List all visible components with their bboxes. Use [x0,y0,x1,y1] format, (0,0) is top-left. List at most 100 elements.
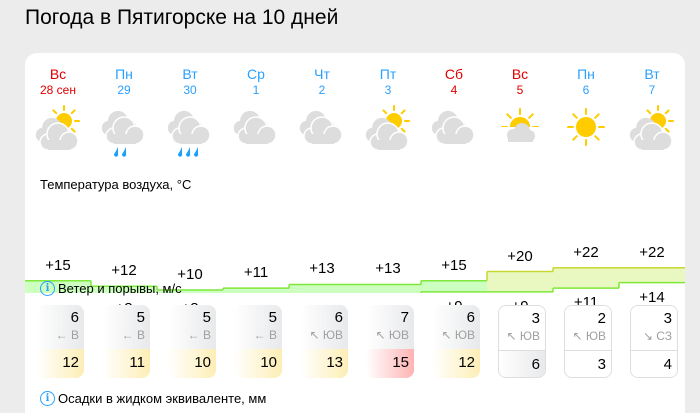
day-date: 7 [648,83,656,97]
wind-gust: 15 [392,354,409,371]
wind-direction: ↘ СЗ [642,329,672,343]
wind-card: 5 ← В 10 [168,305,216,378]
wind-gust-area: 6 [499,350,545,377]
day-of-week: Пт [379,66,397,82]
page-title: Погода в Пятигорске на 10 дней [25,6,339,29]
day-of-week: Вт [644,66,660,82]
wind-card: 2 ↖ ЮВ 3 [564,305,612,378]
wind-direction: ← В [253,328,277,342]
temperature-band-segment [553,267,619,289]
partly-cloudy-icon [363,105,413,161]
wind-gust-area: 3 [565,350,611,377]
wind-speed: 5 [268,309,277,326]
day-of-week: Вс [49,66,67,82]
temperature-band-chart [25,267,685,293]
temperature-band-segment [223,288,289,293]
wind-card: 3 ↘ СЗ 4 [630,305,678,378]
wind-card: 5 ← В 10 [234,305,282,378]
wind-speed: 7 [400,309,409,326]
max-temp-label: +12 [111,262,137,280]
max-temp-label: +11 [243,264,269,282]
wind-gust-area: 4 [631,350,677,377]
cloudy-icon [297,105,347,161]
wind-direction: ↖ ЮВ [506,329,540,343]
temperature-band-segment [91,286,157,293]
wind-gust: 11 [129,354,145,371]
wind-card: 6 ↖ ЮВ 13 [300,305,348,378]
info-icon[interactable]: i [40,391,55,406]
wind-gust-area: 10 [234,349,282,378]
precip-heading-text: Осадки в жидком эквиваленте, мм [58,391,267,406]
wind-gust: 3 [597,356,606,373]
cloudy-icon [231,105,281,161]
wind-speed: 5 [136,309,145,326]
temperature-band-segment [619,267,685,283]
wind-speed-area: 3 ↘ СЗ [631,306,677,350]
wind-speed-area: 5 ← В [234,305,282,349]
wind-speed-area: 5 ← В [102,305,150,349]
wind-speed: 6 [466,309,475,326]
wind-gust: 12 [458,354,475,371]
wind-speed-area: 2 ↖ ЮВ [565,306,611,350]
day-date: 29 [117,83,131,97]
wind-gust-area: 12 [36,349,84,378]
wind-gust: 13 [326,354,343,371]
day-of-week: Ср [247,66,265,82]
day-date: 6 [582,83,590,97]
wind-gust-area: 12 [432,349,480,378]
wind-gust: 6 [531,356,540,373]
day-date: 1 [252,83,260,97]
wind-speed: 2 [597,310,606,327]
partly-cloudy-icon [33,105,83,161]
max-temp-label: +13 [375,260,401,278]
wind-speed-area: 3 ↖ ЮВ [499,306,545,350]
mostly-sunny-icon [495,105,545,161]
day-date: 5 [516,83,524,97]
wind-speed: 5 [202,309,211,326]
wind-card: 6 ↖ ЮВ 12 [432,305,480,378]
wind-direction: ↖ ЮВ [375,328,409,342]
day-date: 30 [183,83,197,97]
wind-gust: 10 [194,354,211,371]
cloudy-rain-icon [165,105,215,161]
wind-speed: 3 [531,310,540,327]
partly-cloudy-icon [627,105,677,161]
wind-direction: ↖ ЮВ [441,328,475,342]
wind-gust-area: 13 [300,349,348,378]
forecast-card: Вс 28 сен Пн 29 Вт 30 Ср 1 Чт 2 Пт 3 Сб … [25,53,685,413]
sunny-icon [561,105,611,161]
max-temp-label: +10 [177,266,203,283]
temperature-band-segment [487,271,553,292]
wind-gust: 10 [260,354,277,371]
day-of-week: Чт [314,66,330,82]
max-temp-label: +22 [573,243,599,261]
wind-gust-area: 15 [366,349,414,378]
day-date: 28 сен [40,83,76,97]
wind-speed: 6 [334,309,343,326]
temperature-band-segment [157,290,223,293]
wind-speed: 6 [70,309,79,326]
wind-heading: i Ветер и порывы, м/с [40,281,182,296]
max-temp-label: +15 [441,256,467,274]
info-icon[interactable]: i [40,281,55,296]
wind-direction: ↖ ЮВ [572,329,606,343]
wind-card: 3 ↖ ЮВ 6 [498,305,546,378]
wind-speed-area: 7 ↖ ЮВ [366,305,414,349]
sun-shape [567,108,605,146]
max-temp-label: +15 [45,256,71,274]
max-temp-label: +20 [507,247,533,265]
wind-direction: ← В [121,328,145,342]
wind-heading-text: Ветер и порывы, м/с [58,281,182,296]
wind-gust-area: 11 [102,349,150,378]
wind-speed-area: 5 ← В [168,305,216,349]
wind-direction: ← В [55,328,79,342]
day-of-week: Вт [182,66,198,82]
wind-card: 7 ↖ ЮВ 15 [366,305,414,378]
day-date: 3 [384,83,392,97]
wind-direction: ↖ ЮВ [309,328,343,342]
wind-speed-area: 6 ← В [36,305,84,349]
wind-direction: ← В [187,328,211,342]
day-of-week: Сб [444,66,464,82]
wind-speed: 3 [663,310,672,327]
max-temp-label: +13 [309,260,335,278]
